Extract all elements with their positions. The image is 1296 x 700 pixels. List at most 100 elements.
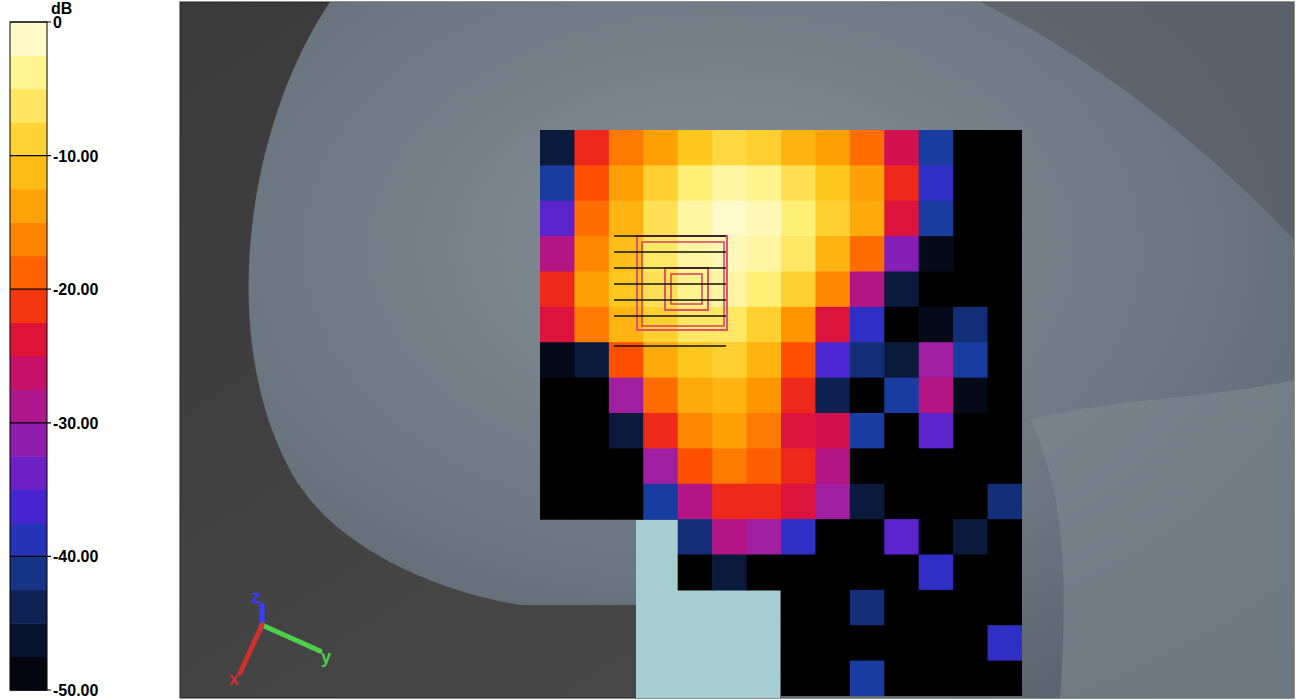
heatmap-cell	[574, 236, 609, 272]
heatmap-cell	[988, 661, 1022, 696]
heatmap-cell	[712, 448, 747, 484]
heatmap-cell	[574, 484, 609, 520]
heatmap-cell	[574, 342, 609, 378]
heatmap-cell	[850, 165, 885, 201]
heatmap-cell	[540, 272, 575, 308]
colorbar-band	[10, 323, 47, 357]
heatmap-cell	[609, 130, 644, 166]
heatmap-cell	[643, 201, 678, 237]
heatmap-cell	[747, 165, 782, 201]
heatmap-cell	[574, 272, 609, 308]
heatmap-cell	[540, 130, 575, 166]
triad-label: x	[229, 669, 239, 689]
heatmap-cell	[643, 165, 678, 201]
colorbar-band	[10, 623, 47, 657]
heatmap-cell	[815, 307, 850, 343]
heatmap-cell	[815, 448, 850, 484]
heatmap-cell	[919, 661, 954, 696]
heatmap-cell	[678, 413, 713, 449]
heatmap-cell	[781, 625, 816, 661]
colorbar-band	[10, 55, 47, 89]
heatmap-cell	[540, 413, 575, 449]
heatmap-cell	[815, 378, 850, 414]
heatmap-cell	[953, 625, 988, 661]
heatmap-cell	[781, 555, 816, 591]
heatmap-cell	[678, 165, 713, 201]
heatmap-cell	[884, 413, 919, 449]
colorbar-tick-label: -40.00	[53, 548, 98, 565]
heatmap-cell	[884, 590, 919, 626]
heatmap-cell	[919, 413, 954, 449]
heatmap-cell	[609, 272, 644, 308]
heatmap-cell	[884, 484, 919, 520]
heatmap-cell	[953, 272, 988, 308]
heatmap-cell	[884, 448, 919, 484]
heatmap-cell	[988, 201, 1022, 237]
heatmap-cell	[919, 130, 954, 166]
heatmap-cell	[747, 130, 782, 166]
colorbar-band	[10, 289, 47, 323]
colorbar-frame	[10, 22, 47, 690]
colorbar-band	[10, 456, 47, 490]
colorbar-band	[10, 189, 47, 223]
heatmap-cell	[919, 590, 954, 626]
heatmap-cell	[919, 448, 954, 484]
heatmap-cell	[919, 307, 954, 343]
heatmap-cell	[953, 307, 988, 343]
colorbar-band	[10, 156, 47, 190]
heatmap-cell	[953, 661, 988, 696]
heatmap-cell	[988, 307, 1022, 343]
heatmap-cell	[609, 236, 644, 272]
triad-label: z	[252, 587, 261, 607]
heatmap-cell	[815, 236, 850, 272]
heatmap-cell	[574, 448, 609, 484]
heatmap-cell	[919, 342, 954, 378]
heatmap-cell	[712, 378, 747, 414]
heatmap-cell	[884, 342, 919, 378]
heatmap-cell	[953, 165, 988, 201]
heatmap-cell	[609, 378, 644, 414]
heatmap-cell	[884, 555, 919, 591]
heatmap-cell	[815, 272, 850, 308]
figure: dB0-10.00-20.00-30.00-40.00-50.00zyx	[0, 0, 1296, 700]
triad-label: y	[321, 647, 331, 667]
colorbar	[10, 22, 51, 691]
heatmap-cell	[678, 307, 713, 343]
device-line	[614, 345, 726, 346]
heatmap-cell	[953, 378, 988, 414]
heatmap-cell	[815, 555, 850, 591]
colorbar-band	[10, 556, 47, 590]
heatmap-cell	[815, 625, 850, 661]
heatmap-cell	[919, 165, 954, 201]
heatmap-cell	[850, 378, 885, 414]
heatmap-cell	[919, 236, 954, 272]
colorbar-band	[10, 590, 47, 624]
heatmap-cell	[609, 484, 644, 520]
heatmap-cell	[884, 307, 919, 343]
heatmap-cell	[850, 555, 885, 591]
triad-axis	[262, 625, 320, 651]
heatmap-cell	[781, 165, 816, 201]
heatmap-cell	[747, 448, 782, 484]
heatmap-cell	[781, 272, 816, 308]
heatmap-cell	[953, 201, 988, 237]
heatmap-cell	[781, 413, 816, 449]
heatmap-cell	[781, 130, 816, 166]
heatmap-cell	[988, 272, 1022, 308]
heatmap-cell	[781, 378, 816, 414]
heatmap-cell	[850, 236, 885, 272]
heatmap-cell	[609, 307, 644, 343]
triad-axis	[260, 605, 265, 625]
heatmap-cell	[781, 342, 816, 378]
heatmap-cell	[884, 519, 919, 555]
heatmap-cell	[609, 448, 644, 484]
colorbar-tick	[10, 289, 51, 290]
heatmap-cell	[815, 661, 850, 696]
heatmap-cell	[540, 236, 575, 272]
heatmap-cell	[850, 342, 885, 378]
heatmap-cell	[815, 413, 850, 449]
heatmap-cell	[574, 378, 609, 414]
heatmap-cell	[953, 590, 988, 626]
heatmap-cell	[850, 519, 885, 555]
heatmap-cell	[643, 378, 678, 414]
